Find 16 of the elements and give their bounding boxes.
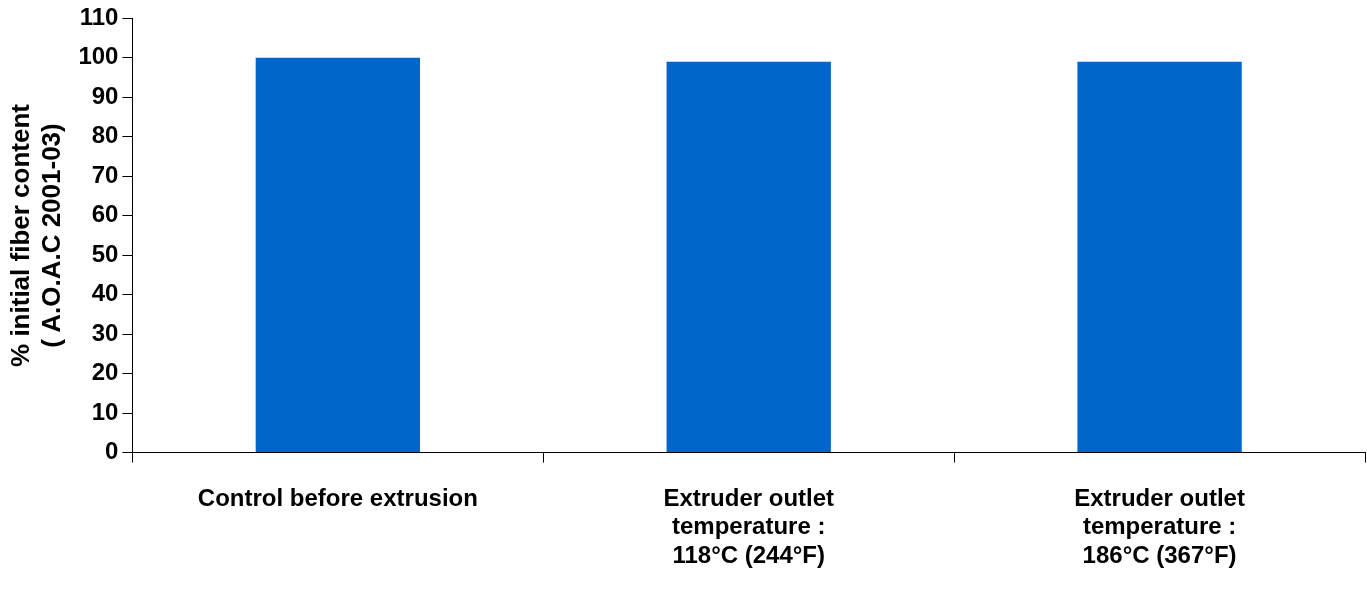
y-tick-label: 60 (91, 200, 119, 228)
y-tick-label: 110 (79, 3, 119, 31)
y-tick-label: 0 (105, 437, 119, 465)
x-tick-label: Extruder outlet temperature : 118°C (244°F) (663, 483, 835, 569)
y-axis-title: % initial fiber content ( A.O.A.C 2001-03) (4, 103, 66, 367)
y-tick-label: 40 (91, 279, 119, 307)
y-tick-label: 10 (91, 397, 119, 425)
y-tick-label: 100 (78, 42, 119, 70)
y-tick-label: 30 (91, 318, 119, 346)
y-tick-label: 90 (91, 81, 119, 109)
y-tick-label: 70 (91, 160, 119, 188)
x-tick-label: Extruder outlet temperature : 186°C (367°F) (1074, 483, 1245, 569)
y-tick-label: 80 (91, 121, 119, 149)
y-tick-label: 50 (91, 239, 119, 267)
y-tick-label: 20 (91, 358, 119, 386)
x-tick-label: Control before extrusion (197, 483, 478, 511)
